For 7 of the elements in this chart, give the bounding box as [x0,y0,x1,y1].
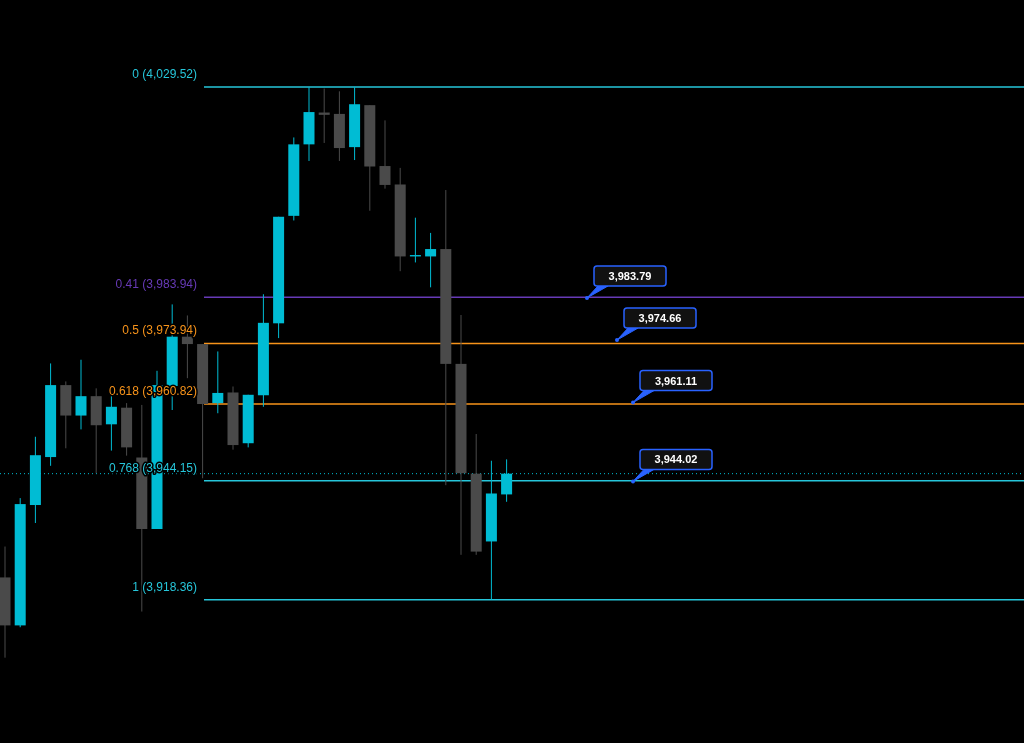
annotation: 3,961.11 [654,374,698,387]
annotation: 3,983.79 [608,269,652,282]
ref-line-label: 0 (4,029.52) [132,67,197,82]
annotation: 3,944.02 [654,453,698,466]
ref-line-label: 1 (3,918.36) [132,579,197,594]
ref-line-label: 0.41 (3,983.94) [115,277,197,292]
annotation: 3,974.66 [638,312,682,325]
